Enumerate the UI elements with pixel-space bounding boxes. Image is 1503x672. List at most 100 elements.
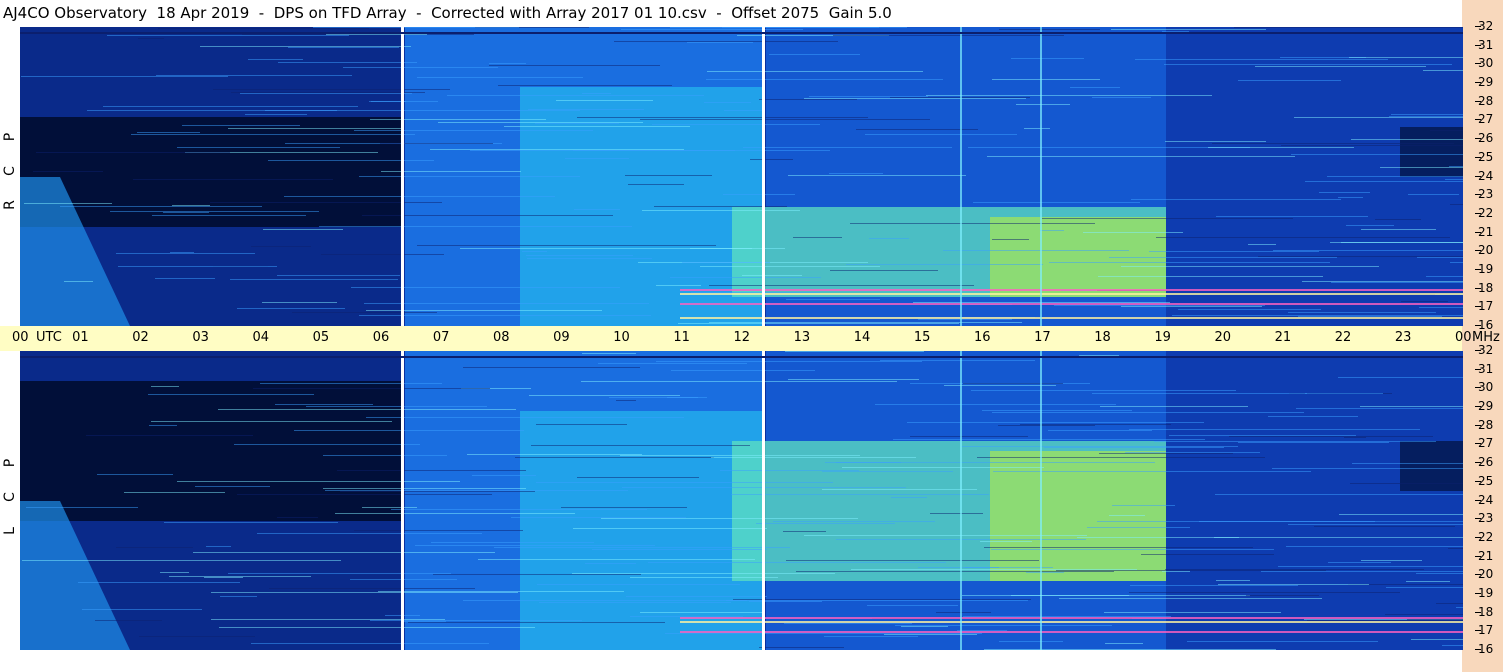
noise-streak <box>842 467 1044 468</box>
noise-streak <box>910 436 1028 437</box>
noise-streak <box>867 605 958 606</box>
interference-line <box>680 617 1463 619</box>
noise-streak <box>980 541 1032 542</box>
noise-streak <box>1164 64 1452 65</box>
noise-streak <box>248 59 303 60</box>
noise-streak <box>515 457 714 458</box>
noise-streak <box>1105 643 1143 644</box>
noise-streak <box>1348 584 1463 585</box>
noise-streak <box>306 406 487 407</box>
noise-streak <box>1070 87 1120 88</box>
noise-streak <box>1272 468 1463 469</box>
frequency-tick-label: 17 <box>1474 623 1494 638</box>
noise-streak <box>1154 441 1436 442</box>
noise-streak <box>522 251 547 252</box>
hour-tick-label: 05 <box>312 330 330 345</box>
noise-streak <box>895 625 1112 626</box>
noise-streak <box>825 462 901 463</box>
noise-streak <box>1024 128 1050 129</box>
hour-tick-label: 19 <box>1154 330 1171 345</box>
noise-streak <box>82 609 202 610</box>
noise-streak <box>1044 447 1224 448</box>
noise-streak <box>164 522 338 523</box>
noise-streak <box>511 517 686 518</box>
noise-streak <box>1261 571 1463 572</box>
noise-streak <box>124 492 225 493</box>
noise-streak <box>107 35 349 36</box>
noise-streak <box>640 612 762 613</box>
noise-streak <box>323 455 447 456</box>
noise-streak <box>1296 408 1463 409</box>
frequency-tick-label: 27 <box>1474 436 1494 451</box>
noise-streak <box>1346 225 1394 226</box>
noise-streak <box>998 425 1095 426</box>
noise-streak <box>1361 560 1422 561</box>
noise-streak <box>962 595 1129 596</box>
noise-streak <box>565 158 629 159</box>
noise-streak <box>850 223 1095 224</box>
noise-streak <box>556 100 653 101</box>
frequency-tick-label: 31 <box>1474 361 1494 376</box>
noise-streak <box>648 562 946 563</box>
noise-streak <box>1234 27 1463 28</box>
noise-streak <box>362 215 613 216</box>
rcp-spectrogram <box>20 27 1463 326</box>
noise-streak <box>415 545 655 546</box>
hour-tick-label: 22 <box>1334 330 1352 345</box>
noise-streak <box>936 612 991 613</box>
noise-streak <box>529 395 680 396</box>
frequency-tick-label: 26 <box>1474 455 1494 470</box>
hour-tick-label: 02 <box>132 330 149 345</box>
noise-streak <box>1344 437 1366 438</box>
noise-streak <box>875 404 1116 405</box>
hour-tick-label: 01 <box>72 330 89 345</box>
noise-streak <box>417 245 716 246</box>
noise-streak <box>1109 515 1145 516</box>
noise-streak <box>833 35 1064 36</box>
noise-streak <box>463 600 747 601</box>
noise-streak <box>263 229 343 230</box>
noise-streak <box>769 54 860 55</box>
frequency-tick-label: 32 <box>1474 343 1494 357</box>
top-streak <box>20 356 1463 358</box>
noise-streak <box>498 85 672 86</box>
noise-streak <box>1331 282 1463 283</box>
noise-streak <box>78 582 240 583</box>
noise-streak <box>1361 229 1436 230</box>
hour-tick-label: 04 <box>252 330 270 345</box>
noise-streak <box>1278 566 1463 567</box>
hour-tick-label: 23 <box>1394 330 1412 345</box>
noise-streak <box>1092 97 1151 98</box>
hour-tick-label: 20 <box>1214 330 1232 345</box>
noise-streak <box>626 596 767 597</box>
frequency-tick-label: 28 <box>1474 417 1494 432</box>
noise-streak <box>1456 607 1463 608</box>
noise-streak <box>1121 306 1262 307</box>
noise-streak <box>155 278 215 279</box>
noise-streak <box>1407 619 1463 620</box>
noise-streak <box>1048 430 1152 431</box>
noise-streak <box>1229 436 1433 437</box>
frequency-tick-label: 22 <box>1474 529 1494 544</box>
noise-streak <box>137 132 200 133</box>
noise-streak <box>1130 585 1298 586</box>
frequency-tick-label: 23 <box>1474 187 1494 202</box>
noise-streak <box>992 79 1100 80</box>
noise-streak <box>245 114 307 115</box>
lcp-spectrogram <box>20 351 1463 650</box>
noise-streak <box>1187 641 1378 642</box>
noise-streak <box>325 490 628 491</box>
noise-streak <box>707 71 923 72</box>
noise-streak <box>616 400 636 401</box>
noise-streak <box>1248 244 1276 245</box>
noise-streak <box>343 67 498 68</box>
noise-streak <box>1327 176 1463 177</box>
noise-streak <box>478 559 755 560</box>
day-bright-area <box>520 411 762 650</box>
noise-streak <box>891 497 927 498</box>
interference-line <box>680 317 1463 319</box>
noise-streak <box>417 77 583 78</box>
noise-streak <box>783 531 826 532</box>
noise-streak <box>1305 181 1463 182</box>
noise-streak <box>670 277 821 278</box>
